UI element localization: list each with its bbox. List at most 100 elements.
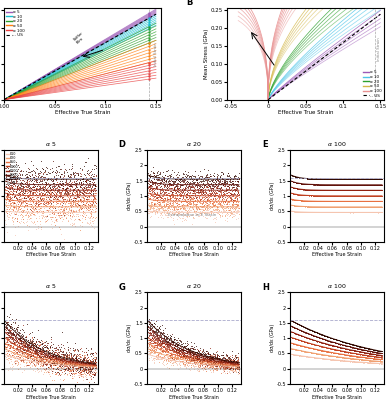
Point (59, 217, 65, 224)
Point (81, 368, 87, 375)
Point (200, 187, 206, 194)
Point (210, 364, 216, 370)
Point (21, 336, 27, 343)
Point (361, 187, 367, 194)
Point (88, 360, 94, 366)
Point (31, 349, 38, 355)
Point (351, 204, 357, 210)
Point (61, 169, 68, 175)
Point (339, 342, 345, 348)
Point (291, 190, 297, 197)
Point (315, 176, 322, 182)
Point (213, 190, 219, 196)
Point (37, 346, 43, 352)
Point (74, 365, 81, 372)
Point (235, 188, 241, 194)
Point (34, 345, 40, 351)
Point (184, 353, 190, 360)
Point (329, 209, 335, 216)
Point (227, 212, 234, 218)
Point (219, 169, 225, 175)
Point (365, 204, 372, 210)
Point (341, 204, 347, 210)
Point (155, 334, 161, 341)
Point (81, 158, 88, 165)
Point (370, 348, 376, 355)
Point (353, 192, 359, 199)
Point (44, 181, 50, 187)
Point (74, 352, 80, 359)
Point (292, 191, 298, 197)
Point (77, 197, 83, 203)
Point (175, 189, 182, 196)
Point (343, 187, 349, 194)
Point (321, 187, 327, 193)
Point (309, 345, 315, 352)
Point (306, 335, 312, 342)
Point (89, 358, 95, 365)
Point (26, 357, 32, 364)
Point (49, 350, 55, 357)
Point (41, 202, 47, 209)
Point (379, 182, 385, 188)
Point (225, 186, 231, 192)
Point (89, 369, 95, 376)
Point (357, 349, 363, 355)
Point (151, 203, 157, 209)
Point (375, 209, 381, 216)
Point (73, 203, 79, 209)
Point (341, 182, 348, 188)
Point (62, 196, 68, 202)
Point (206, 201, 212, 208)
Point (336, 204, 342, 210)
Point (42, 356, 48, 362)
Point (206, 358, 212, 364)
Point (230, 184, 236, 190)
Point (324, 198, 330, 204)
Point (376, 176, 383, 182)
Point (345, 343, 351, 349)
Point (207, 208, 213, 215)
Point (353, 204, 360, 210)
Point (187, 200, 193, 207)
Point (367, 182, 373, 188)
Point (36, 186, 42, 192)
Point (47, 343, 53, 349)
Point (73, 356, 79, 362)
Point (199, 348, 205, 354)
Point (232, 367, 238, 373)
Point (360, 193, 366, 199)
Point (322, 181, 329, 188)
Point (296, 347, 303, 354)
Point (203, 359, 210, 366)
Point (220, 207, 227, 213)
Point (9, 174, 15, 180)
Point (338, 187, 344, 193)
Point (64, 364, 71, 371)
Point (51, 208, 57, 214)
Point (233, 363, 239, 369)
Point (70, 201, 76, 208)
Point (228, 362, 234, 368)
Point (167, 334, 173, 340)
Point (368, 193, 374, 199)
Point (223, 217, 230, 224)
Point (317, 338, 323, 345)
Point (361, 346, 367, 353)
Point (166, 173, 173, 180)
Point (53, 176, 59, 183)
Point (165, 348, 171, 354)
Point (35, 351, 41, 357)
Point (373, 204, 379, 210)
Point (74, 361, 81, 368)
Point (68, 366, 74, 373)
Point (226, 182, 232, 188)
Point (216, 196, 222, 202)
Point (375, 187, 381, 194)
Point (328, 334, 334, 341)
Point (61, 160, 67, 167)
Point (150, 204, 156, 211)
Point (36, 184, 43, 190)
Point (312, 337, 318, 344)
Point (153, 168, 159, 175)
